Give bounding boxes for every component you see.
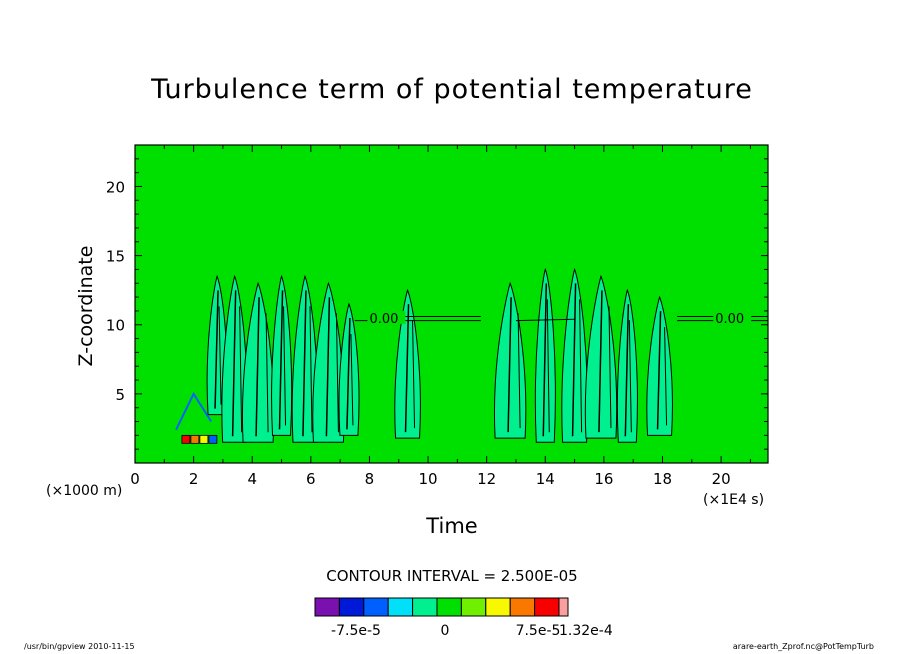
colorbar-swatch bbox=[460, 597, 487, 617]
colorbar-label: 0 bbox=[441, 623, 450, 639]
inner-contour bbox=[218, 306, 222, 405]
inner-contour bbox=[214, 290, 219, 409]
plot-border bbox=[134, 144, 769, 464]
x-tick-label: 20 bbox=[712, 470, 731, 488]
colorbar bbox=[314, 597, 569, 617]
inner-contour bbox=[309, 306, 313, 433]
x-axis-ticks: 0 2 4 6 8 10 12 14 16 18 20 bbox=[130, 145, 751, 488]
plot-frame bbox=[134, 144, 769, 464]
x-tick-label: 14 bbox=[536, 470, 555, 488]
colorbar-swatch bbox=[363, 597, 389, 617]
inner-contour bbox=[542, 283, 548, 437]
contour-labels: 0.00 0.00 bbox=[367, 310, 752, 327]
colorbar-swatch bbox=[338, 597, 365, 617]
x-tick-label: 16 bbox=[594, 470, 613, 488]
inner-contour bbox=[656, 311, 662, 430]
colorbar-label: 7.5e-5 bbox=[516, 623, 561, 639]
inner-contour bbox=[546, 299, 550, 433]
colorbar-swatch bbox=[534, 597, 560, 617]
colorbar-swatch bbox=[485, 597, 511, 617]
colorbar-swatch bbox=[314, 597, 340, 617]
x-tick-label: 6 bbox=[306, 470, 316, 488]
colorbar-swatch bbox=[436, 597, 462, 617]
inner-contour bbox=[239, 306, 243, 433]
inner-contour bbox=[350, 333, 354, 426]
strong-flux-cell bbox=[190, 434, 200, 444]
inner-contour bbox=[325, 297, 331, 437]
inner-contour bbox=[283, 306, 287, 426]
x-tick-label: 2 bbox=[189, 470, 199, 488]
y-axis-label: Z-coordinate bbox=[75, 245, 97, 367]
inner-contour bbox=[265, 313, 269, 433]
colorbar-swatch bbox=[509, 597, 536, 617]
y-tick-label: 10 bbox=[106, 317, 125, 335]
x-tick-label: 8 bbox=[365, 470, 375, 488]
colorbar-swatch bbox=[412, 597, 438, 617]
inner-contour bbox=[579, 299, 583, 433]
contour-label: 0.00 bbox=[369, 312, 398, 327]
chart-title: Turbulence term of potential temperature bbox=[151, 74, 753, 105]
inner-contour bbox=[404, 304, 410, 433]
y-tick-label: 15 bbox=[106, 248, 125, 266]
colorbar-swatch bbox=[387, 597, 414, 617]
inner-contour bbox=[255, 297, 260, 437]
colorbar-swatch bbox=[558, 597, 569, 617]
x-tick-label: 18 bbox=[653, 470, 672, 488]
y-tick-label: 5 bbox=[115, 386, 125, 404]
colorbar-label: -7.5e-5 bbox=[331, 623, 381, 639]
y-tick-label: 20 bbox=[106, 178, 125, 196]
inner-contour bbox=[335, 313, 339, 433]
inner-contour bbox=[628, 320, 632, 433]
strong-flux-cell bbox=[181, 434, 191, 444]
footer-left: /usr/bin/gpview 2010-11-15 bbox=[24, 642, 135, 651]
contour-interval-text: CONTOUR INTERVAL = 2.500E-05 bbox=[326, 567, 578, 585]
inner-contour bbox=[507, 297, 512, 433]
colorbar-label: 1.32e-4 bbox=[559, 623, 613, 639]
inner-contour bbox=[598, 290, 603, 433]
strong-flux-cell bbox=[208, 434, 218, 444]
x-tick-label: 12 bbox=[477, 470, 496, 488]
negative-contour bbox=[175, 391, 213, 431]
contour-label-bg bbox=[713, 310, 752, 324]
x-axis-label: Time bbox=[426, 514, 478, 538]
contour-lines bbox=[175, 267, 768, 444]
inner-contour bbox=[302, 290, 307, 437]
inner-contour bbox=[231, 290, 237, 437]
contour-label-bg bbox=[367, 310, 406, 324]
inner-contour bbox=[571, 283, 577, 437]
contour-label: 0.00 bbox=[715, 312, 744, 327]
y-axis-unit: (×1000 m) bbox=[46, 483, 123, 499]
colorbar-labels: -7.5e-5 0 7.5e-51.32e-4 bbox=[331, 623, 613, 639]
inner-contour bbox=[412, 320, 416, 429]
inner-contour bbox=[278, 290, 284, 430]
inner-contour bbox=[346, 317, 351, 430]
strong-flux-cell bbox=[199, 434, 209, 444]
x-tick-label: 10 bbox=[419, 470, 438, 488]
x-tick-label: 4 bbox=[247, 470, 257, 488]
x-tick-label: 0 bbox=[130, 470, 140, 488]
inner-contour bbox=[664, 327, 668, 426]
x-axis-unit: (×1E4 s) bbox=[703, 492, 765, 508]
y-axis-ticks: 5 10 15 20 bbox=[106, 158, 768, 450]
footer-right: arare-earth_Zprof.nc@PotTempTurb bbox=[732, 642, 874, 651]
inner-contour bbox=[624, 304, 630, 437]
inner-contour bbox=[608, 306, 612, 429]
inner-contour bbox=[517, 313, 521, 429]
